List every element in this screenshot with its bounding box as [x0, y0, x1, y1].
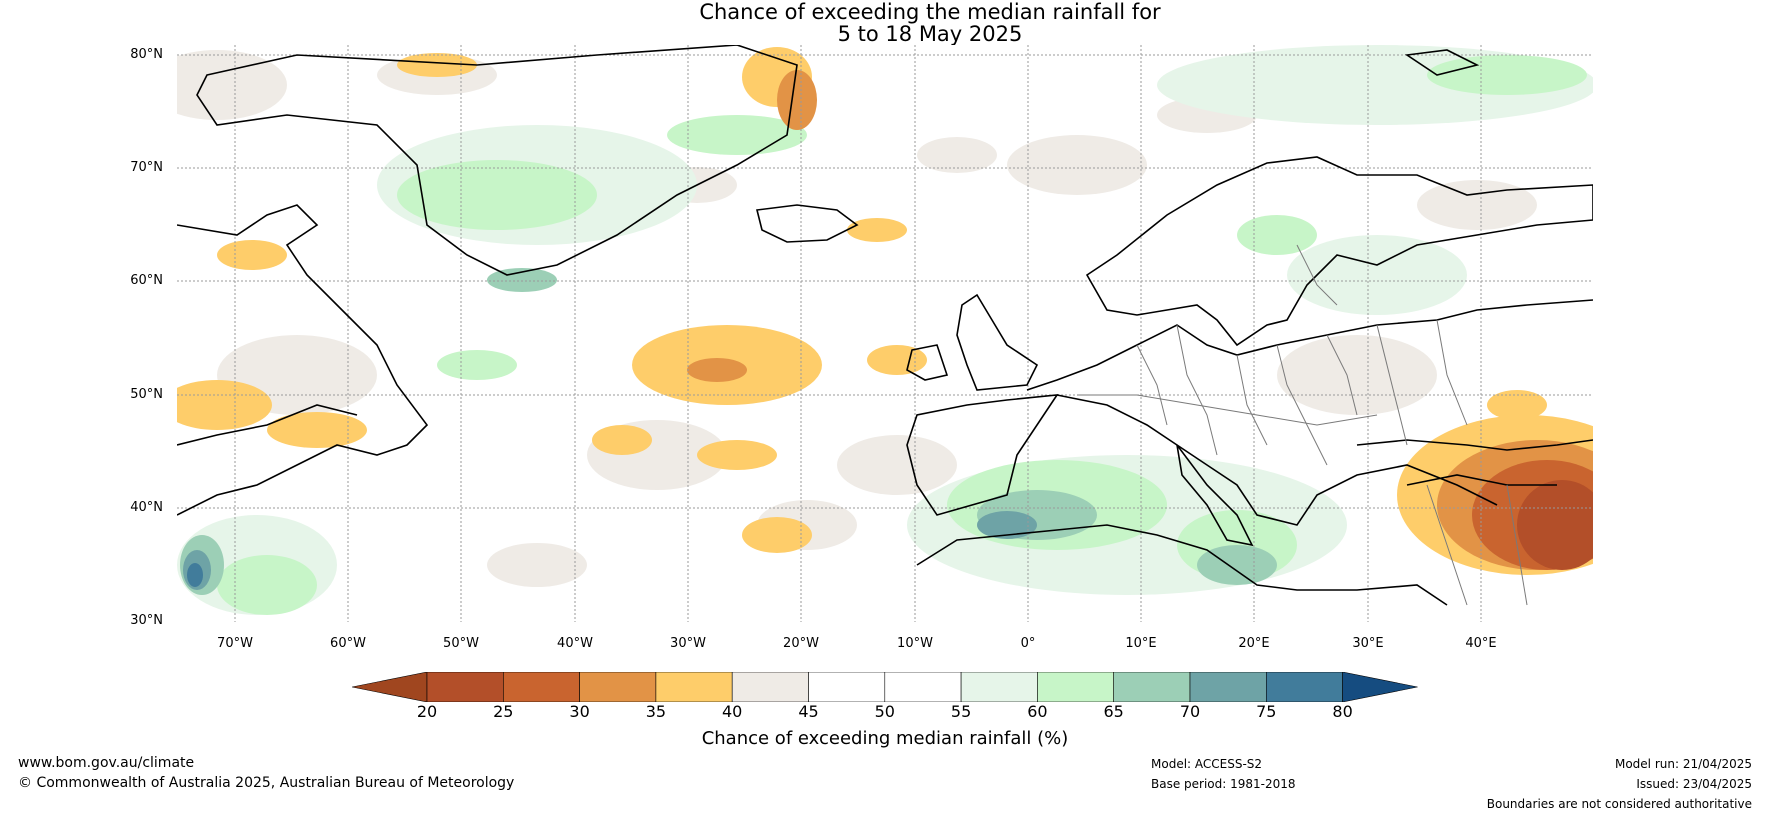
lat-label-30n: 30°N	[130, 613, 163, 628]
colorbar-cell	[1265, 672, 1343, 702]
colorbar-max-extend	[1342, 672, 1418, 702]
lon-label-70w: 70°W	[217, 636, 253, 651]
graticule	[177, 45, 1593, 622]
lon-label-60w: 60°W	[330, 636, 366, 651]
colorbar-cell	[731, 672, 809, 702]
lon-label-20e: 20°E	[1238, 636, 1270, 651]
lat-label-80n: 80°N	[130, 47, 163, 62]
colorbar-label: Chance of exceeding median rainfall (%)	[701, 728, 1069, 749]
colorbar-cell	[1037, 672, 1115, 702]
lon-label-40w: 40°W	[557, 636, 593, 651]
colorbar-tick-label: 20	[416, 702, 438, 721]
colorbar-tick-label: 25	[493, 702, 514, 721]
map-canvas	[177, 45, 1593, 622]
colorbar-tick-label: 50	[874, 702, 895, 721]
colorbar-tick-label: 65	[1103, 702, 1124, 721]
probability-shading	[177, 45, 1593, 615]
lat-label-60n: 60°N	[130, 273, 163, 288]
coastlines	[177, 45, 1593, 606]
lon-label-10e: 10°E	[1125, 636, 1157, 651]
colorbar-tick-label: 70	[1179, 702, 1201, 721]
colorbar-cell	[808, 672, 886, 702]
footer-model: Model: ACCESS-S2	[1151, 757, 1263, 771]
colorbar-tick-label: 80	[1332, 702, 1353, 721]
footer-issued: Issued: 23/04/2025	[1636, 777, 1752, 791]
colorbar-cell	[503, 672, 580, 702]
colorbar-tick-label: 75	[1256, 702, 1277, 721]
colorbar-cell	[1113, 672, 1191, 702]
colorbar-cell	[655, 672, 733, 702]
lon-label-50w: 50°W	[443, 636, 479, 651]
lon-label-0: 0°	[1020, 636, 1036, 651]
footer-copyright: © Commonwealth of Australia 2025, Austra…	[18, 775, 515, 791]
lon-label-30w: 30°W	[670, 636, 706, 651]
colorbar-cell	[579, 672, 657, 702]
lon-label-20w: 20°W	[783, 636, 819, 651]
lat-label-50n: 50°N	[130, 387, 163, 402]
colorbar-tick-label: 60	[1027, 702, 1048, 721]
colorbar-tick-label: 45	[798, 702, 819, 721]
colorbar	[352, 672, 1418, 702]
footer-base-period: Base period: 1981-2018	[1151, 777, 1296, 791]
colorbar-tick-label: 30	[569, 702, 590, 721]
lat-label-40n: 40°N	[130, 500, 163, 515]
map-title-line1: Chance of exceeding the median rainfall …	[699, 0, 1161, 24]
lat-label-70n: 70°N	[130, 160, 163, 175]
lon-label-10w: 10°W	[897, 636, 933, 651]
colorbar-cell	[426, 672, 504, 702]
rainfall-map[interactable]	[177, 45, 1593, 622]
footer-url[interactable]: www.bom.gov.au/climate	[18, 755, 195, 771]
colorbar-cell	[960, 672, 1038, 702]
footer-disclaimer: Boundaries are not considered authoritat…	[1486, 797, 1752, 811]
colorbar-tick-label: 35	[645, 702, 667, 721]
footer-model-run: Model run: 21/04/2025	[1614, 757, 1752, 771]
colorbar-min-extend	[352, 672, 428, 702]
colorbar-cell	[1189, 672, 1267, 702]
lon-label-30e: 30°E	[1352, 636, 1384, 651]
colorbar-tick-label: 40	[722, 702, 743, 721]
borders	[1077, 244, 1528, 606]
lon-label-40e: 40°E	[1465, 636, 1497, 651]
colorbar-cell	[884, 672, 962, 702]
map-title-line2: 5 to 18 May 2025	[837, 22, 1023, 46]
colorbar-tick-label: 55	[950, 702, 972, 721]
